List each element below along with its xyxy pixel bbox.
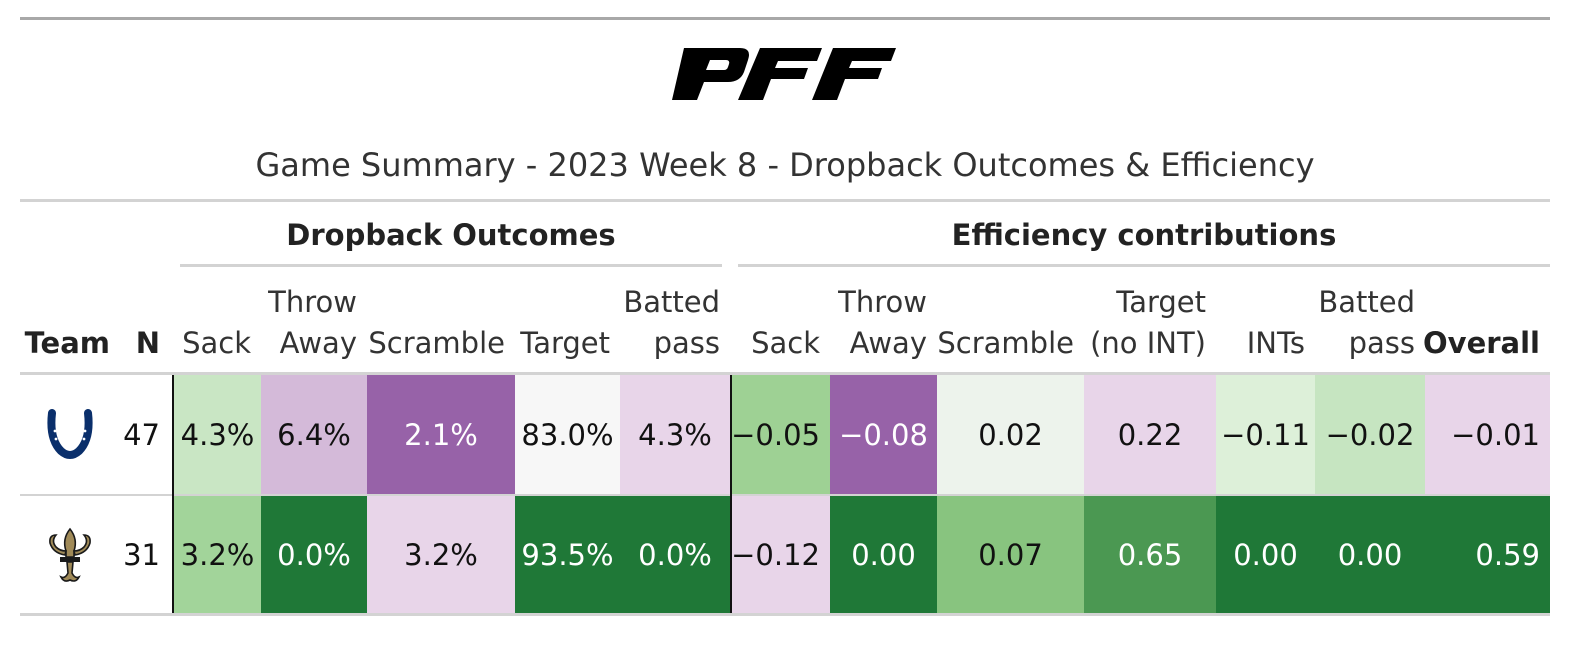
team-logo-colts — [20, 375, 120, 494]
row-colts-dropback-batted-pass: 4.3% — [620, 375, 730, 494]
column-header-efficiency-scramble: Scramble — [937, 326, 1074, 360]
row-saints-efficiency-overall: 0.59 — [1425, 496, 1550, 613]
spanner-rule-efficiency — [738, 264, 1550, 267]
row-colts-efficiency-target-no-int: 0.22 — [1084, 375, 1216, 494]
column-header-efficiency-target-no-int: Target (no INT) — [1090, 285, 1206, 360]
row-saints-n: 31 — [123, 537, 160, 572]
row-colts-dropback-throw-away: 6.4% — [261, 375, 367, 494]
row-saints-efficiency-scramble: 0.07 — [937, 496, 1084, 613]
column-header-dropback-target: Target — [520, 326, 610, 360]
row-saints-dropback-batted-pass: 0.0% — [620, 496, 730, 613]
row-colts-n: 47 — [123, 417, 160, 452]
row-saints-efficiency-batted-pass: 0.00 — [1315, 496, 1425, 613]
column-header-efficiency-batted-pass: Batted pass — [1318, 285, 1415, 360]
header-divider — [20, 372, 1550, 375]
column-header-efficiency-sack: Sack — [751, 326, 820, 360]
column-header-dropback-sack: Sack — [182, 326, 251, 360]
row-colts-dropback-sack: 4.3% — [174, 375, 261, 494]
column-header-efficiency-overall: Overall — [1423, 326, 1540, 360]
row-colts-efficiency-overall: −0.01 — [1425, 375, 1550, 494]
row-colts-dropback-scramble: 2.1% — [367, 375, 515, 494]
row-saints-dropback-throw-away: 0.0% — [261, 496, 367, 613]
row-saints-efficiency-sack: −0.12 — [731, 496, 830, 613]
top-border — [20, 17, 1550, 20]
row-colts-efficiency-ints: −0.11 — [1216, 375, 1315, 494]
row-colts-efficiency-scramble: 0.02 — [937, 375, 1084, 494]
group-separator-middle — [730, 375, 732, 613]
row-saints-dropback-scramble: 3.2% — [367, 496, 515, 613]
pff-logo — [672, 48, 896, 100]
row-colts-efficiency-sack: −0.05 — [731, 375, 830, 494]
column-header-team: Team — [24, 326, 110, 360]
spanner-rule-dropback — [180, 264, 722, 267]
divider — [20, 199, 1550, 202]
column-header-dropback-batted-pass: Batted pass — [623, 285, 720, 360]
row-colts-dropback-target: 83.0% — [515, 375, 620, 494]
row-colts-efficiency-batted-pass: −0.02 — [1315, 375, 1425, 494]
column-header-dropback-throw-away: Throw Away — [268, 285, 357, 360]
spanner-dropback-outcomes: Dropback Outcomes — [286, 218, 616, 252]
row-saints-dropback-target: 93.5% — [515, 496, 620, 613]
group-separator-left — [172, 375, 174, 613]
bottom-border — [20, 613, 1550, 616]
column-header-n: N — [135, 326, 160, 360]
row-saints-efficiency-throw-away: 0.00 — [830, 496, 937, 613]
table-subtitle: Game Summary - 2023 Week 8 - Dropback Ou… — [255, 146, 1315, 184]
row-colts-efficiency-throw-away: −0.08 — [830, 375, 937, 494]
row-divider — [20, 494, 1550, 496]
row-saints-dropback-sack: 3.2% — [174, 496, 261, 613]
column-header-efficiency-ints: INTs — [1246, 326, 1305, 360]
team-logo-saints — [20, 496, 120, 613]
row-saints-efficiency-ints: 0.00 — [1216, 496, 1315, 613]
spanner-efficiency-contributions: Efficiency contributions — [951, 218, 1337, 252]
column-header-efficiency-throw-away: Throw Away — [838, 285, 927, 360]
column-header-dropback-scramble: Scramble — [368, 326, 505, 360]
colts-horseshoe-icon — [47, 408, 93, 459]
row-saints-efficiency-target-no-int: 0.65 — [1084, 496, 1216, 613]
saints-fleur-de-lis-icon — [49, 527, 91, 582]
